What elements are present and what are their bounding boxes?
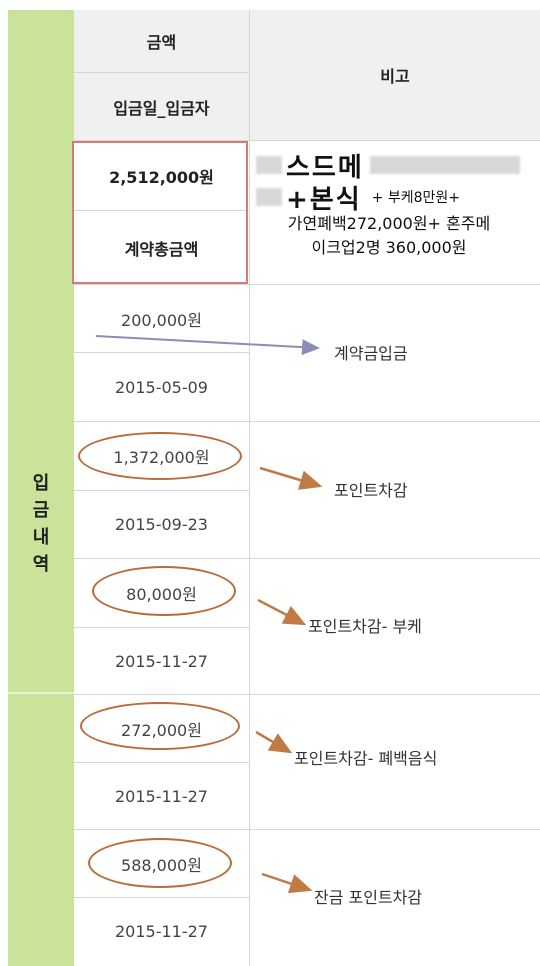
row-divider <box>74 829 540 830</box>
sidebar-char: 내 <box>32 527 50 548</box>
payment-note: 포인트차감 <box>334 481 408 500</box>
column-divider <box>249 10 250 966</box>
row-divider <box>74 352 249 353</box>
payment-note: 잔금 포인트차감 <box>314 888 423 907</box>
payment-date: 2015-11-27 <box>115 921 208 941</box>
sidebar-deposit-history <box>8 10 74 966</box>
contract-remark: 스드메 +본식 + 부케8만원+ 가연폐백272,000원+ 혼주메 이크업2명… <box>256 148 540 260</box>
blurred-text <box>369 156 520 174</box>
remark-tail: + 부케8만원+ <box>371 190 460 206</box>
header-date-depositor: 입금일_입금자 <box>74 73 249 140</box>
remark-line-3: 가연폐백272,000원+ 혼주메 <box>287 214 491 233</box>
blurred-text <box>256 188 282 206</box>
header-amount: 금액 <box>74 10 249 72</box>
contract-total-label: 계약총금액 <box>124 239 199 259</box>
contract-total-amount: 2,512,000원 <box>109 167 214 187</box>
row-divider <box>74 210 249 211</box>
arrow-orange <box>259 466 323 490</box>
sidebar-char: 역 <box>32 554 50 575</box>
row-divider <box>74 694 540 695</box>
payment-note: 계약금입금 <box>334 344 408 363</box>
row-divider <box>74 490 249 491</box>
sidebar-char: 입 <box>32 473 50 494</box>
row-divider <box>74 72 249 73</box>
highlight-oval <box>88 838 232 888</box>
remark-big-1: 스드메 <box>286 152 364 183</box>
row-divider <box>74 897 249 898</box>
sidebar-label: 입 금 내 역 <box>8 470 74 578</box>
sidebar-char: 금 <box>32 500 50 521</box>
payment-date: 2015-05-09 <box>115 377 208 397</box>
highlight-oval <box>92 566 236 616</box>
remark-line-4: 이크업2명 360,000원 <box>311 238 467 257</box>
row-divider <box>74 558 540 559</box>
payment-date: 2015-11-27 <box>115 651 208 671</box>
highlight-oval <box>80 702 240 750</box>
row-divider <box>74 140 540 141</box>
payment-date: 2015-11-27 <box>115 786 208 806</box>
row-divider <box>74 284 540 285</box>
row-divider <box>74 627 249 628</box>
payment-note: 포인트차감- 부케 <box>308 617 422 636</box>
row-divider <box>74 421 540 422</box>
highlight-oval <box>78 432 242 480</box>
payment-note: 포인트차감- 폐백음식 <box>294 749 438 768</box>
sidebar-divider <box>8 692 74 694</box>
payment-date: 2015-09-23 <box>115 515 208 534</box>
remark-big-2: +본식 <box>286 184 362 215</box>
arrow-purple <box>95 335 320 356</box>
row-divider <box>74 762 249 763</box>
arrow-orange <box>255 730 293 754</box>
arrow-orange <box>261 872 313 894</box>
payment-amount: 200,000원 <box>121 310 202 330</box>
arrow-orange <box>257 598 307 626</box>
blurred-text <box>256 156 282 174</box>
contract-highlight-box <box>72 141 248 284</box>
header-remarks: 비고 <box>250 10 540 140</box>
